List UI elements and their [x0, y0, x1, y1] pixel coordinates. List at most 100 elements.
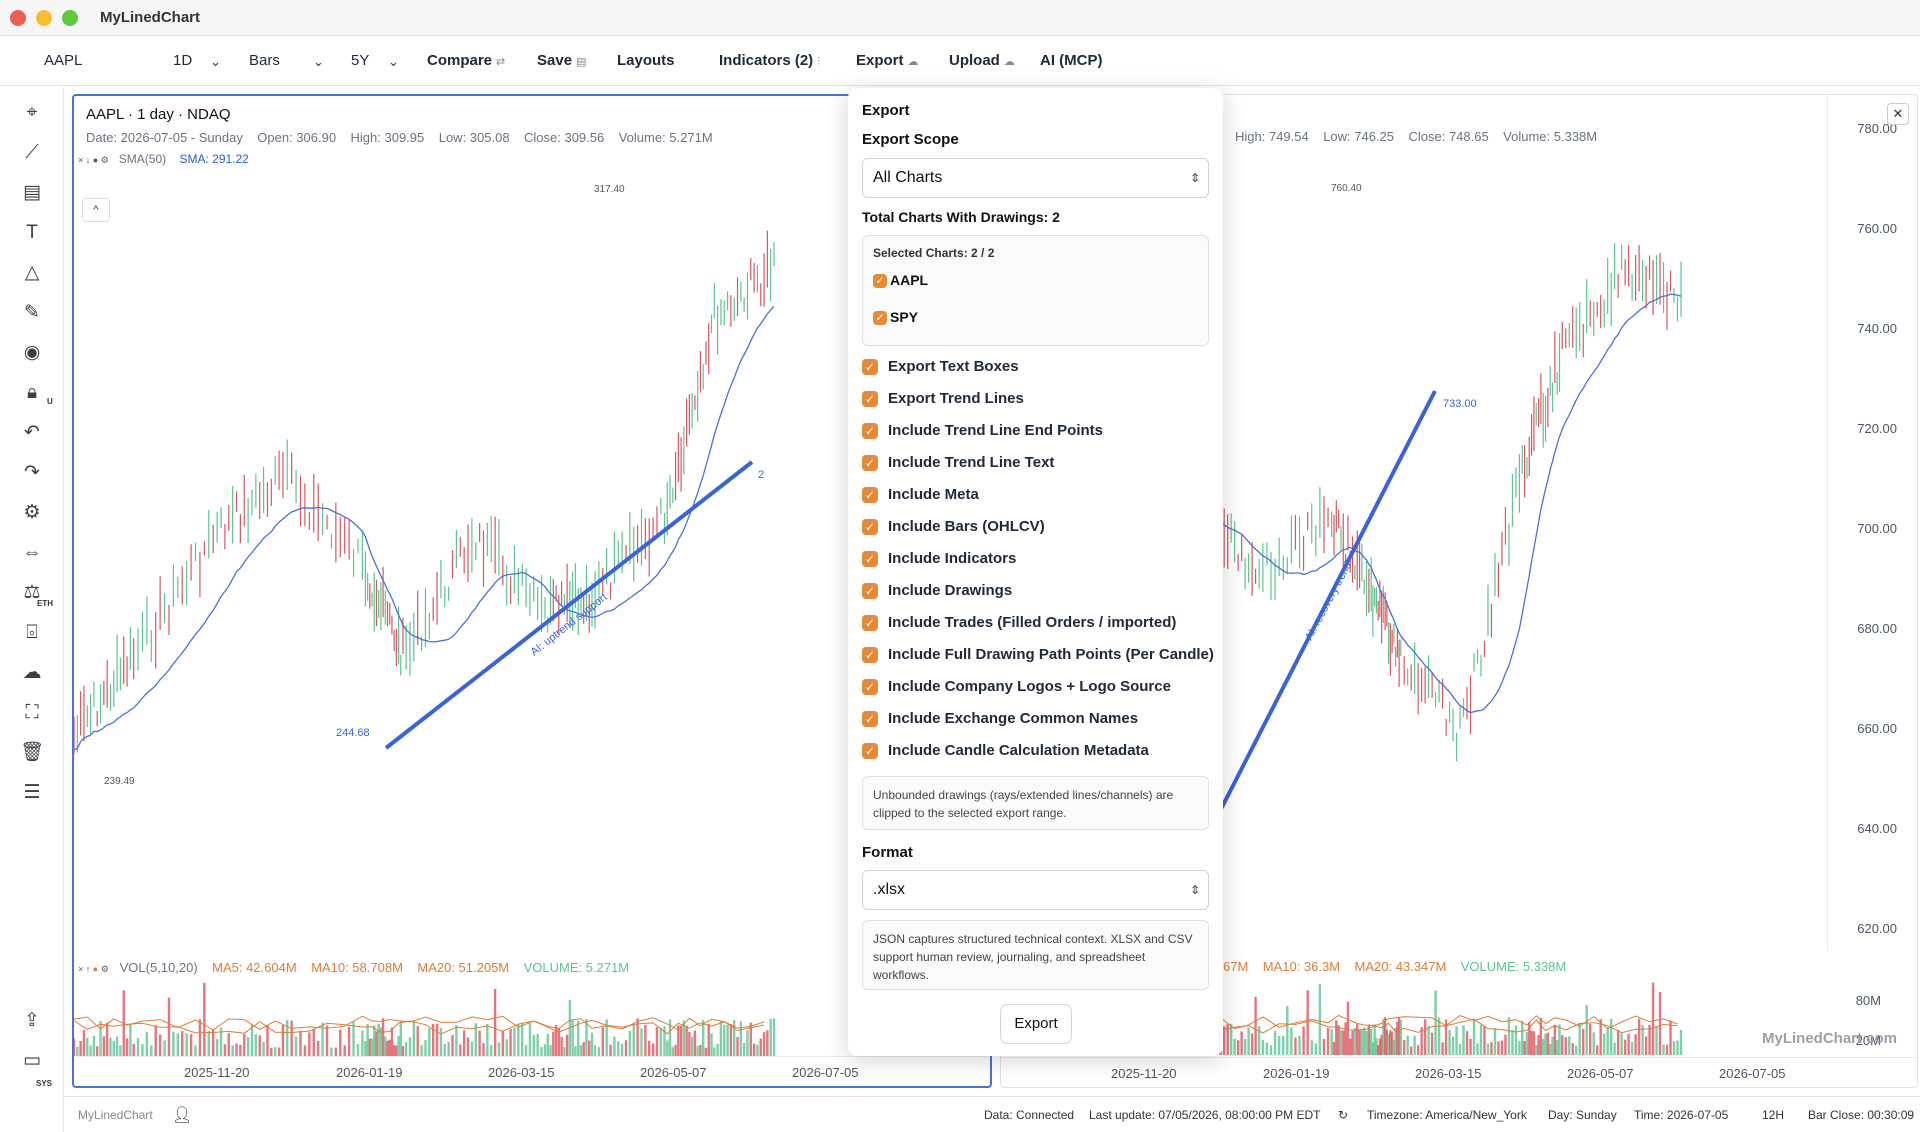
status-timezone[interactable]: Timezone: America/New_York: [1367, 1108, 1527, 1122]
volume-bar: [1665, 1044, 1669, 1055]
chevron-down-icon[interactable]: ⌄: [388, 54, 399, 69]
volume-bar: [1558, 1024, 1561, 1055]
chevron-down-icon[interactable]: ⌄: [210, 54, 221, 69]
volume-bar: [466, 1037, 470, 1056]
share-icon[interactable]: ⇪: [24, 1010, 40, 1031]
option-trend-line-text[interactable]: ✓ Include Trend Line Text: [862, 454, 1054, 472]
volume-bar: [1530, 1030, 1533, 1055]
shapes-icon[interactable]: △: [24, 262, 40, 283]
option-candle-calc-metadata[interactable]: ✓ Include Candle Calculation Metadata: [862, 742, 1149, 760]
indicators-button[interactable]: Indicators (2) ⫶: [719, 36, 820, 86]
option-full-drawing-path[interactable]: ✓ Include Full Drawing Path Points (Per C…: [862, 646, 1214, 664]
settings-icon[interactable]: ⚙: [23, 502, 41, 523]
sliders-icon[interactable]: ☰: [23, 782, 41, 803]
volume-bar: [1342, 1030, 1345, 1055]
volume-bar: [1634, 1034, 1637, 1055]
chart-checkbox-aapl[interactable]: ✓ AAPL: [873, 272, 928, 289]
checkbox-checked-icon: ✓: [862, 711, 878, 728]
option-exchange-names[interactable]: ✓ Include Exchange Common Names: [862, 710, 1138, 728]
option-meta[interactable]: ✓ Include Meta: [862, 486, 979, 504]
volume-bar: [455, 1025, 458, 1056]
volume-bar: [420, 1045, 423, 1056]
range-select[interactable]: 5Y: [351, 52, 370, 69]
volume-bar: [1409, 1046, 1413, 1055]
option-bars-ohlcv[interactable]: ✓ Include Bars (OHLCV): [862, 518, 1045, 536]
ai-mcp-button[interactable]: AI (MCP): [1040, 52, 1103, 69]
sma-legend: × ↓ ● ⚙ SMA(50) SMA: 291.22: [78, 152, 249, 166]
camera-icon[interactable]: ⌻: [26, 622, 38, 643]
save-button[interactable]: Save ▤: [537, 36, 586, 86]
chevron-down-icon[interactable]: ⌄: [313, 54, 324, 69]
cloud-download-icon: ☁: [907, 56, 919, 68]
export-submit-button[interactable]: Export: [1000, 1004, 1072, 1044]
volume-bar: [1458, 1043, 1462, 1055]
trend-line-icon[interactable]: ⟋: [25, 142, 39, 163]
volume-bar: [677, 1025, 680, 1056]
undo-icon[interactable]: ↶: [24, 422, 40, 443]
refresh-icon[interactable]: ↻: [1338, 1108, 1349, 1122]
ohlc-volume: Volume: 5.271M: [618, 130, 713, 145]
chart-type-select[interactable]: Bars: [249, 52, 280, 69]
eye-icon[interactable]: ◉: [23, 342, 41, 363]
volume-bar: [693, 1030, 697, 1056]
compare-button[interactable]: Compare ⇄: [427, 36, 505, 86]
option-trades[interactable]: ✓ Include Trades (Filled Orders / importe…: [862, 614, 1176, 632]
ohlc-volume: Volume: 5.338M: [1503, 129, 1598, 144]
volume-bar: [239, 1044, 242, 1056]
fib-icon[interactable]: ▤: [23, 182, 41, 203]
status-hour-format[interactable]: 12H: [1762, 1108, 1785, 1122]
option-indicators[interactable]: ✓ Include Indicators: [862, 550, 1016, 568]
option-export-text-boxes[interactable]: ✓ Export Text Boxes: [862, 358, 1019, 376]
option-drawings[interactable]: ✓ Include Drawings: [862, 582, 1012, 600]
sys-icon[interactable]: ▭: [23, 1050, 41, 1071]
ma5-value: MA5: 42.604M: [212, 960, 297, 975]
volume-bar: [86, 1037, 89, 1056]
measure-icon[interactable]: ⇔: [22, 542, 42, 563]
volume-bar: [1339, 1029, 1343, 1055]
interval-select[interactable]: 1D: [173, 52, 193, 69]
volume-bar: [1669, 1020, 1672, 1055]
layouts-button[interactable]: Layouts: [617, 52, 675, 69]
user-icon[interactable]: 👤︎: [172, 1107, 193, 1124]
status-bar-close: Bar Close: 00:30:09: [1808, 1108, 1915, 1122]
pencil-icon[interactable]: ✎: [24, 302, 40, 323]
eth-icon[interactable]: ⚖: [23, 582, 41, 603]
collapse-legend-button[interactable]: ^: [82, 198, 110, 222]
close-pane-button[interactable]: ✕: [1887, 103, 1909, 125]
option-label: Include Candle Calculation Metadata: [888, 742, 1149, 759]
volume-tick: 80M: [1855, 993, 1881, 1008]
volume-bar: [636, 1018, 639, 1056]
volume-bar: [474, 1023, 477, 1056]
export-scope-select[interactable]: All Charts ⇕: [862, 158, 1209, 198]
option-company-logos[interactable]: ✓ Include Company Logos + Logo Source: [862, 678, 1171, 696]
checkbox-checked-icon: ✓: [862, 519, 878, 536]
legend-controls-icon[interactable]: × ↓ ● ⚙: [78, 155, 109, 165]
volume-bar: [617, 1041, 620, 1056]
text-icon[interactable]: T: [26, 222, 38, 243]
export-button[interactable]: Export ☁: [856, 36, 919, 86]
upload-button[interactable]: Upload ☁: [949, 36, 1015, 86]
volume-bar: [1551, 1036, 1554, 1055]
chart-checkbox-spy[interactable]: ✓ SPY: [873, 309, 918, 326]
high-label: 760.40: [1331, 183, 1362, 194]
close-window-button[interactable]: [10, 9, 26, 26]
trash-icon[interactable]: 🗑︎: [19, 742, 45, 763]
crosshair-icon[interactable]: ⌖: [26, 102, 38, 123]
right-price-scale[interactable]: 780.00 760.00 740.00 720.00 700.00 680.0…: [1827, 95, 1917, 951]
fullscreen-icon[interactable]: ⛶: [25, 702, 39, 723]
option-export-trend-lines[interactable]: ✓ Export Trend Lines: [862, 390, 1024, 408]
cloud-icon[interactable]: ☁: [22, 662, 42, 683]
symbol-input[interactable]: AAPL: [44, 52, 83, 69]
app-title: MyLinedChart: [100, 9, 201, 26]
volume-controls-icon[interactable]: × ↑ ● ⚙: [78, 964, 109, 974]
maximize-window-button[interactable]: [62, 9, 78, 26]
format-select[interactable]: .xlsx ⇕: [862, 870, 1209, 910]
lock-icon[interactable]: 🔒︎: [26, 382, 38, 403]
option-trend-line-end-points[interactable]: ✓ Include Trend Line End Points: [862, 422, 1103, 440]
redo-icon[interactable]: ↷: [24, 462, 40, 483]
volume-bar: [1233, 1038, 1236, 1055]
volume-bar: [1476, 1043, 1479, 1055]
volume-bar: [112, 1041, 115, 1056]
minimize-window-button[interactable]: [36, 9, 52, 26]
